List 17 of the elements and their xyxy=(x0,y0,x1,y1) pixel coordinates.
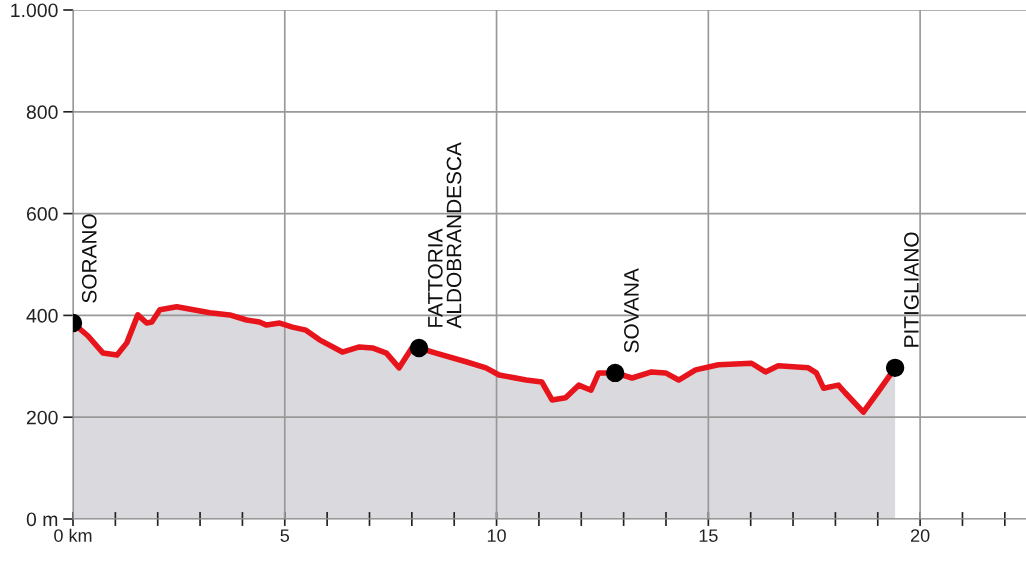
x-tick-label: 15 xyxy=(699,529,718,542)
x-tick-label: 0 km xyxy=(54,528,92,542)
x-tick-label: 20 xyxy=(910,529,930,542)
y-tick-label: 200 xyxy=(26,410,58,425)
y-tick-label: 1.000 xyxy=(11,3,58,18)
point xyxy=(605,363,625,383)
annotation: FATTORIA ALDOBRANDESCA xyxy=(427,142,462,329)
annotation: SOVANA xyxy=(624,268,639,353)
point xyxy=(409,338,429,358)
x-tick-label: 10 xyxy=(487,529,506,542)
y-tick-label: 600 xyxy=(26,207,58,221)
x-tick-label: 5 xyxy=(280,529,290,542)
y-tick-label: 0 m xyxy=(26,512,58,527)
y-tick-label: 400 xyxy=(26,308,58,323)
annotation: SORANO xyxy=(81,214,97,303)
y-tick-label: 800 xyxy=(26,105,58,120)
annotation: PITIGLIANO xyxy=(904,232,919,347)
